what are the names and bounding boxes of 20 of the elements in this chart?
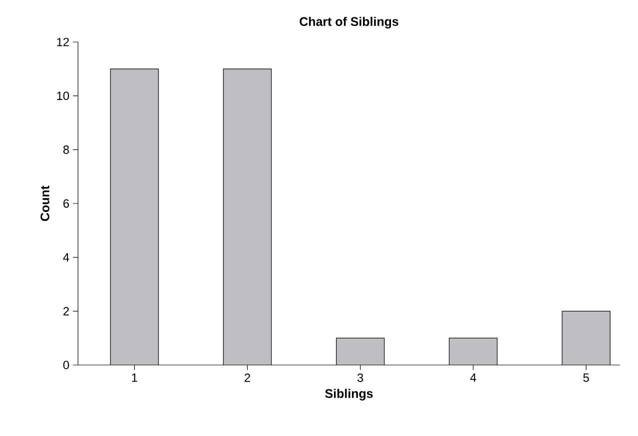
x-tick-label: 3 bbox=[357, 374, 364, 382]
x-tick-label: 5 bbox=[583, 374, 589, 382]
y-tick-label: 0 bbox=[63, 360, 70, 370]
bar bbox=[223, 68, 272, 365]
bar bbox=[336, 338, 384, 365]
y-axis-title: Count bbox=[40, 186, 50, 221]
bar bbox=[110, 68, 158, 365]
y-tick-label: 10 bbox=[57, 92, 70, 100]
y-tick-label: 12 bbox=[57, 38, 69, 46]
x-axis-title: Siblings bbox=[325, 388, 373, 400]
x-tick-label: 2 bbox=[244, 374, 250, 382]
y-tick-label: 6 bbox=[63, 199, 69, 208]
x-tick-label: 4 bbox=[470, 374, 476, 382]
bar bbox=[562, 310, 610, 365]
bar bbox=[449, 338, 498, 365]
chart-title: Chart of Siblings bbox=[300, 16, 398, 28]
y-tick-label: 2 bbox=[63, 306, 69, 316]
y-tick-label: 4 bbox=[63, 253, 70, 262]
x-tick-label: 1 bbox=[132, 374, 138, 382]
y-tick-label: 8 bbox=[63, 145, 69, 154]
